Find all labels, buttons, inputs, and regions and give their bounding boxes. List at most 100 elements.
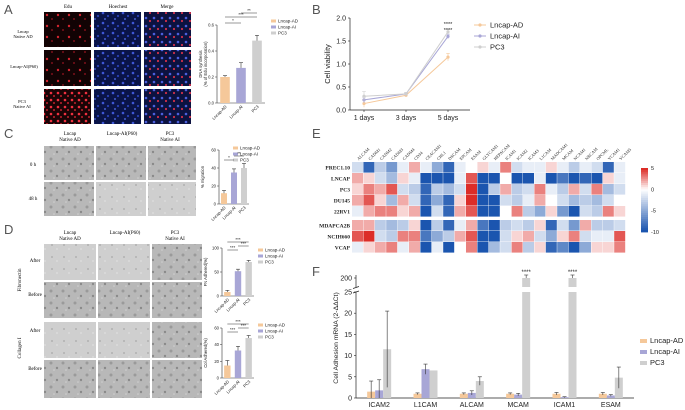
legend-label: PC3 xyxy=(278,31,287,36)
legend-swatch xyxy=(258,323,263,327)
bar xyxy=(598,393,607,398)
heatmap-cell xyxy=(386,162,398,173)
heatmap-cell xyxy=(591,206,603,217)
legend-label: PC3 xyxy=(240,158,249,163)
heatmap-cell xyxy=(477,206,489,217)
legend-swatch xyxy=(258,329,263,333)
heatmap-cell xyxy=(488,173,500,184)
color-scale-step xyxy=(641,191,648,194)
heatmap-cell xyxy=(454,206,466,217)
micrograph-image xyxy=(44,182,94,216)
bar xyxy=(234,350,242,378)
heatmap-cell xyxy=(568,220,580,231)
legend-label: Lncap-AD xyxy=(265,248,286,253)
heatmap-cell xyxy=(557,220,569,231)
y-tick-label: 2.0 xyxy=(336,16,346,23)
significance-label: *** xyxy=(230,245,236,250)
significance-label: **** xyxy=(444,28,453,34)
heatmap-cell xyxy=(431,220,443,231)
x-tick-label: 1 days xyxy=(354,115,375,122)
x-tick-label: ALCAM xyxy=(460,402,484,409)
legend-label: Lncap-AD xyxy=(240,146,261,151)
y-tick-label: 50 xyxy=(214,270,219,275)
legend-label: Lncap-AD xyxy=(278,19,299,24)
significance-label: *** xyxy=(241,323,247,328)
heatmap-cell xyxy=(443,184,455,195)
row-label: VCAP xyxy=(335,246,351,252)
heatmap-cell xyxy=(534,195,546,206)
bar xyxy=(224,365,231,378)
legend-swatch xyxy=(258,254,263,258)
heatmap-cell xyxy=(352,173,363,184)
heatmap-cell xyxy=(511,195,523,206)
legend-label: Lncap-AI xyxy=(265,329,283,334)
heatmap-cell xyxy=(420,220,432,231)
legend-swatch xyxy=(640,361,647,365)
y-tick-label: 0.6 xyxy=(208,23,214,28)
micro-header: Lncap Native AD xyxy=(59,132,81,143)
color-scale-step xyxy=(641,180,648,184)
heatmap-cell xyxy=(431,231,443,242)
panel-a: A Edu Hoechest Merge Lncap Native AD Lnca… xyxy=(4,2,299,124)
x-tick-label: 3 days xyxy=(396,115,417,122)
significance-label: * xyxy=(232,18,234,23)
heatmap-cell xyxy=(431,195,443,206)
heatmap-cell xyxy=(534,220,546,231)
color-scale-step xyxy=(641,200,648,203)
color-scale-step xyxy=(641,176,648,180)
micrograph-image xyxy=(152,360,202,398)
heatmap-cell xyxy=(374,206,386,217)
heatmap-cell xyxy=(488,231,500,242)
significance-label: ** xyxy=(247,8,251,13)
x-tick-label: PC3 xyxy=(237,205,247,215)
legend-swatch xyxy=(271,25,276,29)
heatmap-cell xyxy=(443,206,455,217)
heatmap-cell xyxy=(568,162,580,173)
significance-label: *** xyxy=(241,241,247,246)
heatmap-cell xyxy=(443,195,455,206)
heatmap-cell xyxy=(488,184,500,195)
significance-label: *** xyxy=(230,327,236,332)
heatmap-cell xyxy=(431,173,443,184)
y-tick-label: 1.0 xyxy=(336,62,346,69)
heatmap-cell xyxy=(568,173,580,184)
heatmap-cell xyxy=(431,162,443,173)
heatmap-cell xyxy=(511,220,523,231)
data-point xyxy=(446,30,450,34)
heatmap-cell xyxy=(523,242,534,253)
legend-label: Lncap-AI xyxy=(490,32,520,41)
heatmap-cell xyxy=(545,231,557,242)
significance-label: * xyxy=(228,155,230,160)
heatmap-cell xyxy=(352,195,363,206)
data-point xyxy=(362,101,366,106)
heatmap-cell xyxy=(352,184,363,195)
micro-header-hoechst: Hoechest xyxy=(109,5,128,10)
series-line xyxy=(363,31,449,97)
heatmap-cell xyxy=(614,242,626,253)
micrograph-image xyxy=(44,360,96,398)
color-scale-step xyxy=(641,214,648,218)
heatmap-cell xyxy=(545,162,557,173)
heatmap-cell xyxy=(420,231,432,242)
heatmap-cell xyxy=(397,220,409,231)
heatmap-cell xyxy=(386,195,398,206)
heatmap-cell xyxy=(523,162,534,173)
heatmap-cell xyxy=(534,242,546,253)
heatmap-cell xyxy=(511,242,523,253)
significance-label: **** xyxy=(568,270,578,276)
legend-label: Lncap-AI xyxy=(278,25,296,30)
heatmap-cell xyxy=(363,195,375,206)
heatmap-cell xyxy=(420,206,432,217)
bar xyxy=(221,193,227,204)
micrograph-image xyxy=(144,12,191,47)
heatmap-cell xyxy=(557,206,569,217)
legend-swatch xyxy=(233,152,238,156)
panel-f: F 0 5 10 15 20 25 200 Cell Adhesion mRNA (2-ΔΔC… xyxy=(312,264,684,409)
heatmap-cell xyxy=(568,195,580,206)
y-tick-label: 0.0 xyxy=(336,108,346,115)
color-scale-step xyxy=(641,210,648,214)
column-label: VCAM5 xyxy=(618,147,632,161)
heatmap-cell xyxy=(409,242,420,253)
micrograph-image xyxy=(96,182,146,216)
y-tick-label: 60 xyxy=(211,148,216,153)
